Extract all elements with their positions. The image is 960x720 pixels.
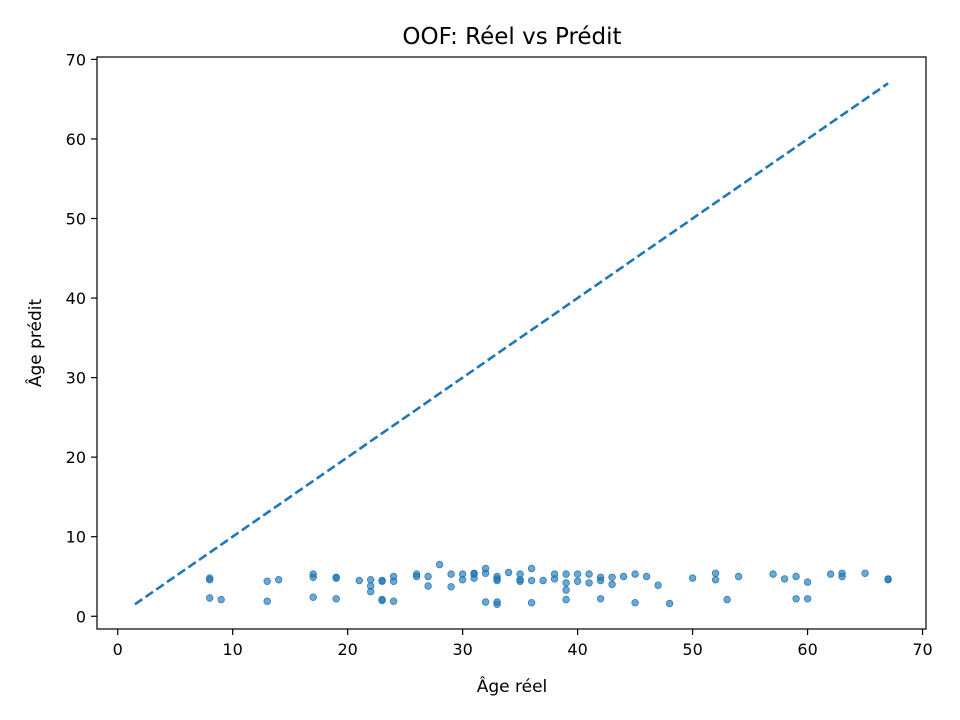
y-tick-label: 10 bbox=[66, 528, 86, 547]
scatter-point bbox=[596, 576, 605, 585]
scatter-point bbox=[367, 576, 375, 584]
scatter-point bbox=[527, 599, 536, 607]
scatter-point bbox=[367, 587, 375, 596]
scatter-point bbox=[332, 595, 340, 603]
scatter-point bbox=[527, 564, 536, 573]
identity-line bbox=[134, 82, 889, 606]
chart-title: OOF: Réel vs Prédit bbox=[402, 24, 621, 50]
scatter-point bbox=[332, 573, 340, 581]
y-tick-label: 0 bbox=[76, 607, 86, 626]
scatter-point bbox=[424, 582, 432, 590]
scatter-point bbox=[665, 599, 674, 608]
scatter-point bbox=[424, 572, 432, 581]
scatter-point bbox=[481, 598, 490, 606]
y-tick-label: 40 bbox=[66, 289, 86, 308]
scatter-point bbox=[838, 572, 846, 581]
identity-line-layer bbox=[134, 82, 889, 606]
scatter-point bbox=[654, 581, 662, 589]
y-axis: 0 10 20 30 40 50 60 70 bbox=[66, 50, 97, 626]
x-tick-label: 30 bbox=[452, 640, 472, 659]
y-tick-label: 30 bbox=[66, 369, 86, 388]
y-tick-label: 70 bbox=[66, 50, 86, 69]
scatter-point bbox=[608, 580, 616, 589]
scatter-point bbox=[734, 572, 743, 581]
scatter-point bbox=[493, 575, 501, 583]
scatter-point bbox=[631, 570, 639, 578]
x-tick-label: 70 bbox=[912, 640, 932, 659]
scatter-point bbox=[435, 560, 444, 569]
scatter-point bbox=[355, 576, 363, 585]
scatter-point bbox=[481, 569, 490, 577]
scatter-point bbox=[585, 579, 593, 587]
x-axis: 0 10 20 30 40 50 60 70 bbox=[113, 629, 933, 659]
scatter-point bbox=[631, 599, 639, 607]
scatter-point bbox=[493, 600, 501, 608]
scatter-point bbox=[205, 594, 214, 602]
x-tick-label: 10 bbox=[222, 640, 242, 659]
scatter-point bbox=[711, 569, 720, 577]
scatter-point bbox=[803, 595, 812, 603]
scatter-point bbox=[792, 572, 800, 581]
scatter-point bbox=[458, 576, 467, 584]
points-layer bbox=[205, 560, 892, 608]
scatter-point bbox=[412, 572, 421, 581]
scatter-point bbox=[688, 574, 697, 582]
scatter-point bbox=[861, 569, 869, 577]
x-axis-label: Âge réel bbox=[477, 675, 548, 697]
x-tick-label: 50 bbox=[682, 640, 702, 659]
scatter-point bbox=[585, 570, 593, 578]
y-tick-label: 50 bbox=[66, 209, 86, 228]
scatter-point bbox=[769, 570, 777, 578]
scatter-point bbox=[527, 576, 536, 585]
scatter-point bbox=[573, 570, 582, 578]
scatter-point bbox=[263, 597, 271, 605]
scatter-point bbox=[780, 575, 789, 583]
scatter-point bbox=[309, 593, 317, 601]
scatter-point bbox=[217, 595, 225, 604]
y-tick-label: 60 bbox=[66, 130, 86, 149]
scatter-point bbox=[711, 576, 720, 584]
scatter-point bbox=[205, 576, 214, 584]
scatter-point bbox=[309, 573, 317, 581]
scatter-point bbox=[378, 576, 386, 585]
scatter-point bbox=[642, 572, 651, 581]
scatter-point bbox=[470, 569, 478, 577]
scatter-point bbox=[562, 586, 570, 594]
y-axis-label: Âge prédit bbox=[24, 299, 46, 388]
scatter-point bbox=[619, 572, 628, 581]
scatter-point bbox=[562, 595, 570, 604]
scatter-point bbox=[263, 577, 271, 585]
scatter-point bbox=[596, 595, 605, 603]
x-tick-label: 60 bbox=[797, 640, 817, 659]
plot-frame bbox=[96, 56, 927, 630]
scatter-point bbox=[562, 579, 570, 587]
scatter-point bbox=[608, 573, 616, 581]
scatter-point bbox=[389, 577, 398, 585]
scatter-point bbox=[573, 577, 582, 585]
scatter-point bbox=[447, 570, 455, 578]
scatter-point bbox=[803, 578, 812, 586]
scatter-point bbox=[539, 576, 547, 585]
scatter-point bbox=[389, 597, 398, 605]
y-tick-label: 20 bbox=[66, 448, 86, 467]
scatter-point bbox=[378, 596, 386, 605]
scatter-point bbox=[447, 583, 455, 591]
scatter-point bbox=[884, 576, 892, 584]
x-tick-label: 0 bbox=[113, 640, 123, 659]
scatter-point bbox=[504, 568, 513, 577]
scatter-point bbox=[562, 570, 570, 578]
scatter-point bbox=[723, 595, 731, 604]
x-tick-label: 20 bbox=[337, 640, 357, 659]
scatter-point bbox=[550, 575, 559, 583]
scatter-point bbox=[275, 576, 283, 584]
scatter-point bbox=[792, 595, 800, 603]
scatter-point bbox=[516, 577, 524, 585]
scatter-point bbox=[826, 570, 835, 578]
x-tick-label: 40 bbox=[567, 640, 587, 659]
